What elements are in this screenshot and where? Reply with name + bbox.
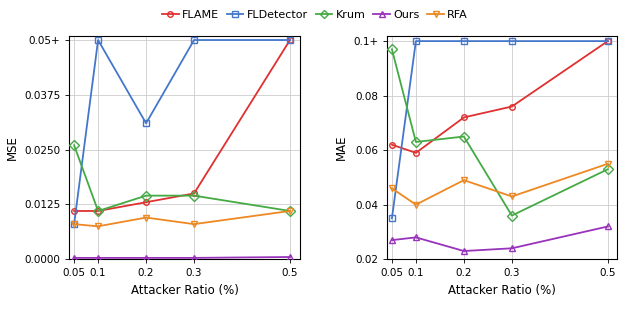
- X-axis label: Attacker Ratio (%): Attacker Ratio (%): [130, 284, 238, 297]
- Legend: FLAME, FLDetector, Krum, Ours, RFA: FLAME, FLDetector, Krum, Ours, RFA: [158, 6, 472, 24]
- Y-axis label: MAE: MAE: [335, 135, 347, 160]
- Y-axis label: MSE: MSE: [6, 135, 18, 160]
- X-axis label: Attacker Ratio (%): Attacker Ratio (%): [449, 284, 556, 297]
